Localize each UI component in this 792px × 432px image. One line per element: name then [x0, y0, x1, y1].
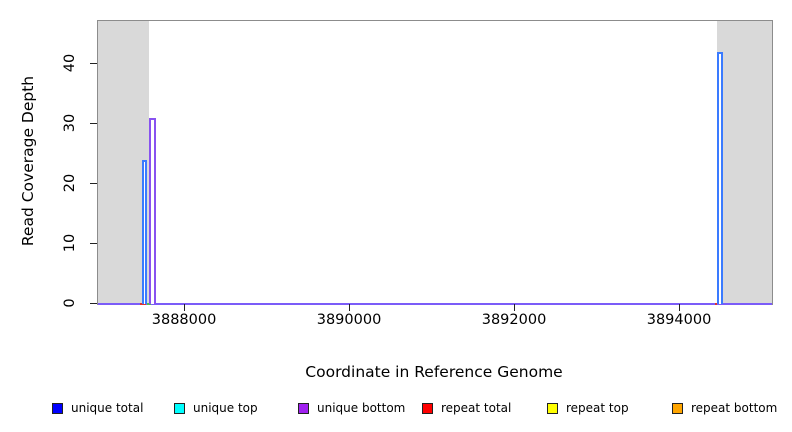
y-tick-label: 40 [62, 53, 78, 73]
left-gray-band [98, 21, 149, 304]
y-tick-label: 0 [62, 298, 78, 308]
x-axis-title: Coordinate in Reference Genome [305, 363, 563, 381]
legend-swatch-icon [422, 402, 433, 414]
legend-label: repeat top [566, 401, 629, 415]
legend-label: unique total [71, 401, 144, 415]
x-tick-label: 3894000 [646, 312, 712, 328]
legend-item-repeat-top: repeat top [547, 399, 629, 417]
plot-area [97, 20, 773, 305]
legend-swatch-icon [672, 402, 683, 414]
legend-item-repeat-total: repeat total [422, 399, 511, 417]
legend-item-unique-total: unique total [52, 399, 143, 417]
y-tick [90, 303, 97, 304]
x-tick [514, 304, 516, 311]
x-tick [184, 304, 186, 311]
legend-item-unique-top: unique top [174, 399, 258, 417]
y-tick [90, 123, 97, 125]
y-tick [90, 183, 97, 185]
legend-item-repeat-bottom: repeat bottom [672, 399, 777, 417]
y-tick-label: 30 [62, 113, 78, 133]
right-gray-band [716, 21, 772, 304]
x-tick [679, 304, 681, 311]
legend-swatch-icon [52, 402, 63, 414]
zero-coverage-baseline [98, 303, 772, 305]
unique-bottom-spike [149, 118, 156, 304]
legend-item-unique-bottom: unique bottom [298, 399, 405, 417]
x-tick-label: 3888000 [151, 312, 217, 328]
overlap-mark-left [147, 303, 152, 305]
legend-label: unique bottom [317, 401, 406, 415]
y-tick [90, 243, 97, 245]
y-axis-title: Read Coverage Depth [19, 75, 37, 247]
legend-label: repeat bottom [691, 401, 778, 415]
x-tick-label: 3890000 [316, 312, 382, 328]
y-tick-label: 10 [62, 233, 78, 253]
legend-label: unique top [193, 401, 258, 415]
legend: unique total unique top unique bottom repea… [0, 399, 792, 419]
x-tick [349, 304, 351, 311]
y-tick [90, 63, 97, 65]
legend-swatch-icon [298, 402, 309, 414]
unique-top-spike-2 [716, 52, 723, 304]
x-tick-label: 3892000 [481, 312, 547, 328]
unique-top-spike-1 [142, 160, 147, 304]
repeat-total-mark-left [139, 303, 147, 305]
legend-swatch-icon [547, 402, 558, 414]
legend-label: repeat total [441, 401, 512, 415]
repeat-total-mark-right [714, 303, 718, 305]
y-tick-label: 20 [62, 173, 78, 193]
legend-swatch-icon [174, 402, 185, 414]
